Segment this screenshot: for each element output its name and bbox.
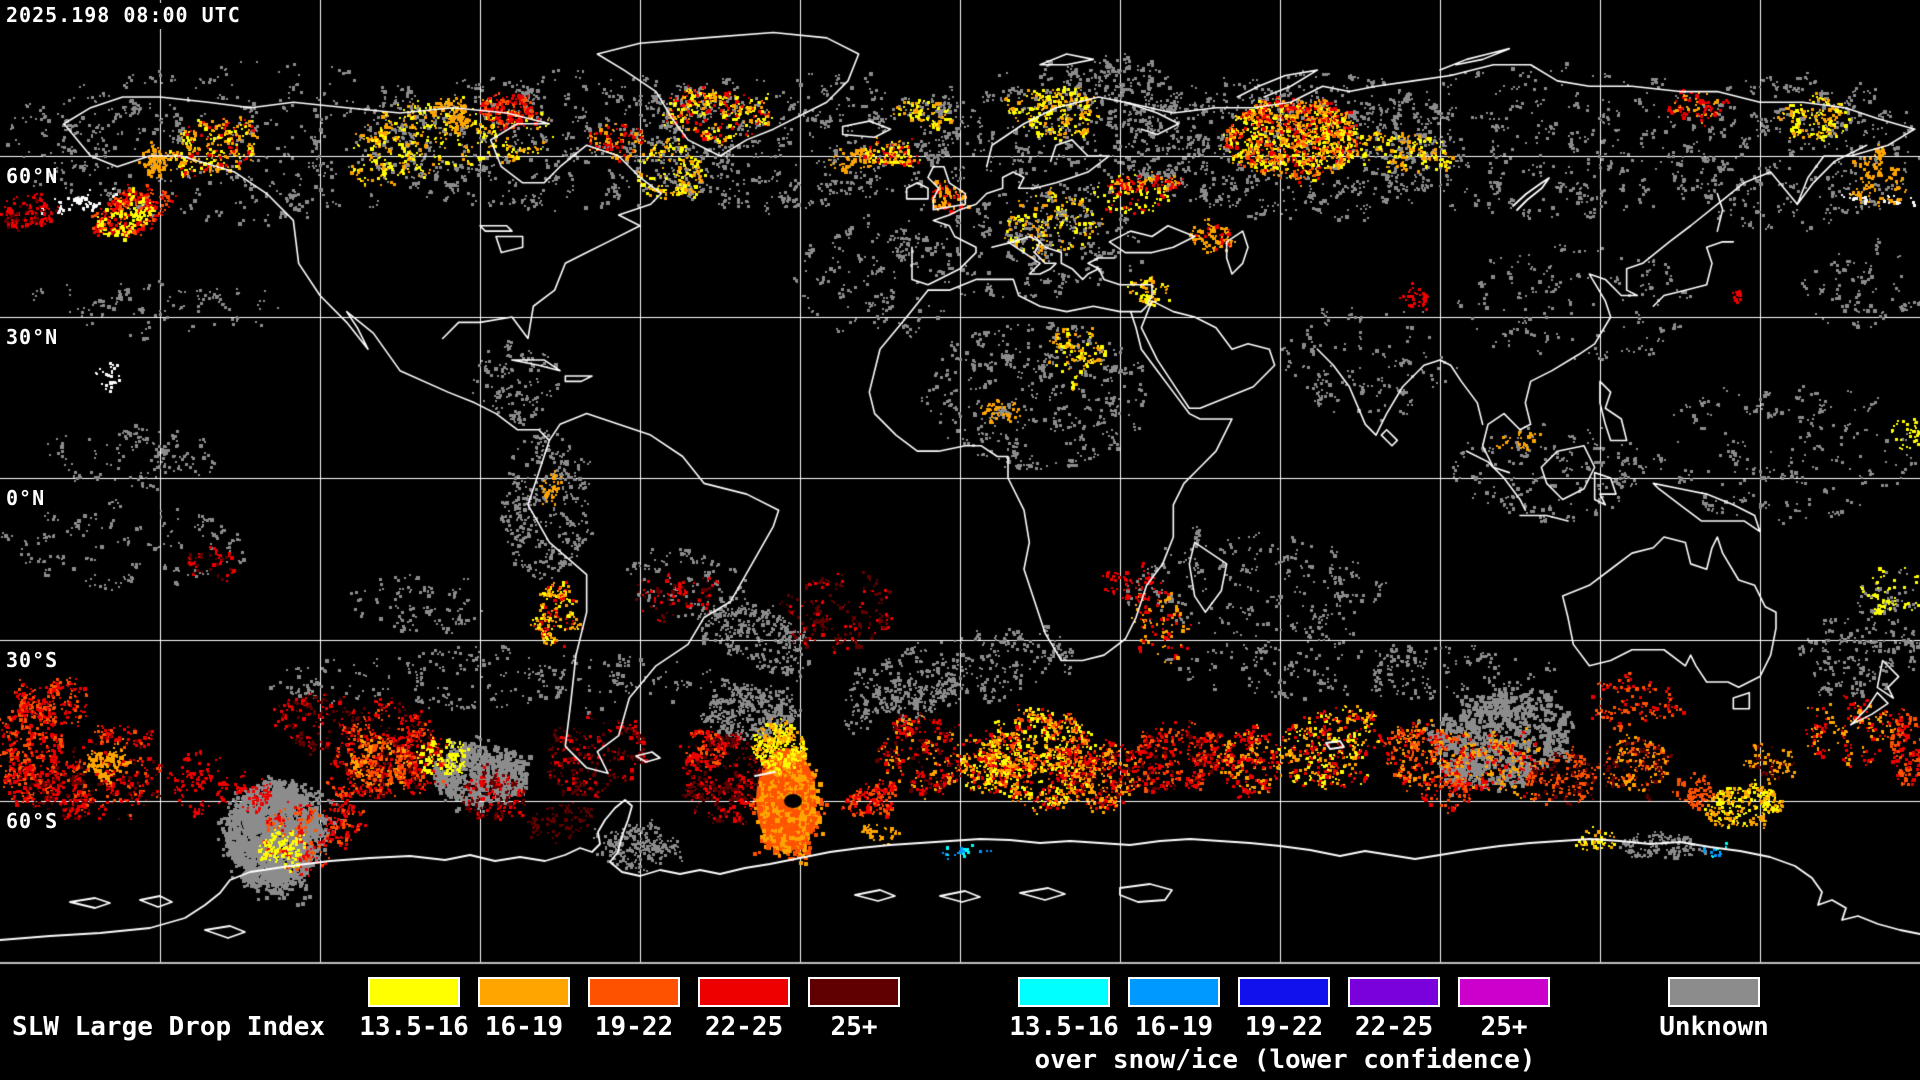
- legend-label-slw-index-1922: 19-22: [594, 1012, 674, 1042]
- legend-label-snow-ice-2225: 22-25: [1354, 1012, 1434, 1042]
- legend-swatch-slw-index-13516: [368, 977, 460, 1007]
- legend-swatch-snow-ice-13516: [1018, 977, 1110, 1007]
- lat-label-30S: 30°S: [6, 648, 59, 672]
- legend-swatch-slw-index-1619: [478, 977, 570, 1007]
- legend-label-snow-ice-13516: 13.5-16: [1009, 1012, 1119, 1042]
- legend-swatch-snow-ice-1922: [1238, 977, 1330, 1007]
- timestamp: 2025.198 08:00 UTC: [6, 3, 253, 29]
- legend-label-slw-index-13516: 13.5-16: [359, 1012, 469, 1042]
- legend-label-slw-index-25: 25+: [830, 1012, 878, 1042]
- legend-label-snow-ice-25: 25+: [1480, 1012, 1528, 1042]
- lat-label-0N: 0°N: [6, 486, 46, 510]
- legend-label-unknown-Unknown: Unknown: [1659, 1012, 1769, 1042]
- legend-label-snow-ice-1619: 16-19: [1134, 1012, 1214, 1042]
- legend-swatch-unknown-Unknown: [1668, 977, 1760, 1007]
- legend-swatch-snow-ice-25: [1458, 977, 1550, 1007]
- legend-swatch-slw-index-25: [808, 977, 900, 1007]
- legend-label-slw-index-2225: 22-25: [704, 1012, 784, 1042]
- lat-label-30N: 30°N: [6, 325, 59, 349]
- legend-swatch-snow-ice-2225: [1348, 977, 1440, 1007]
- legend-swatch-snow-ice-1619: [1128, 977, 1220, 1007]
- legend-swatch-slw-index-2225: [698, 977, 790, 1007]
- lat-label-60N: 60°N: [6, 164, 59, 188]
- legend-swatch-slw-index-1922: [588, 977, 680, 1007]
- legend-subtitle-snow-ice: over snow/ice (lower confidence): [1034, 1045, 1536, 1075]
- legend-label-slw-index-1619: 16-19: [484, 1012, 564, 1042]
- legend-title: SLW Large Drop Index: [12, 1012, 326, 1042]
- legend-label-snow-ice-1922: 19-22: [1244, 1012, 1324, 1042]
- lat-label-60S: 60°S: [6, 809, 59, 833]
